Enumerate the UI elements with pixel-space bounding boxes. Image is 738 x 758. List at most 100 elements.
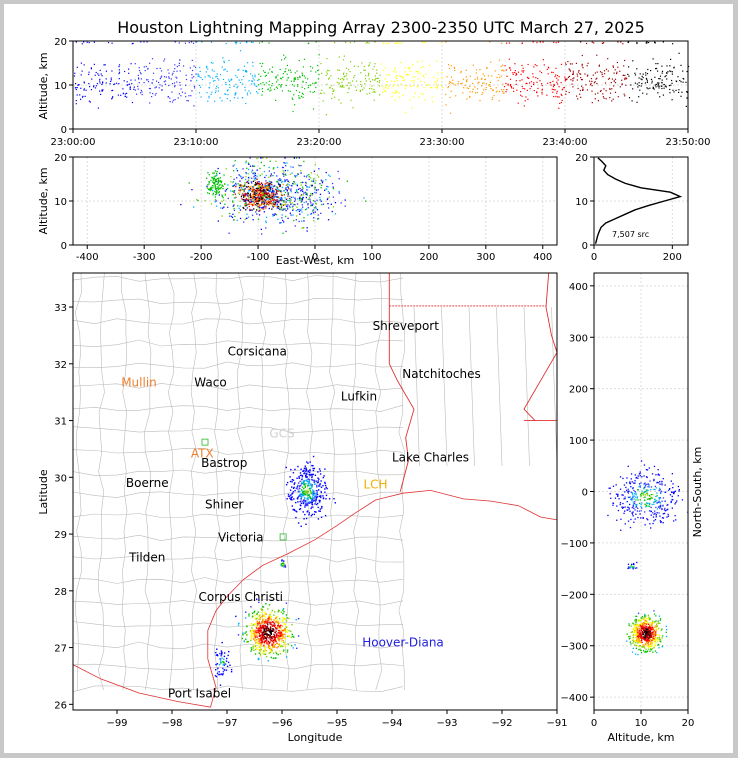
- time-height-source: [461, 82, 463, 84]
- plan-view-source: [282, 650, 285, 653]
- time-height-source: [561, 99, 563, 102]
- time-height-source: [88, 42, 90, 44]
- north-south-source: [639, 648, 641, 650]
- east-west-source: [309, 200, 311, 202]
- city-label: Victoria: [218, 530, 264, 544]
- north-south-source: [636, 636, 638, 638]
- east-west-source: [265, 193, 267, 195]
- time-height-source: [405, 111, 407, 113]
- time-height-source: [490, 88, 492, 90]
- time-height-source: [621, 79, 623, 81]
- north-south-source: [637, 499, 639, 501]
- north-south-source: [635, 626, 637, 628]
- plan-view-source: [250, 639, 252, 642]
- east-west-source: [304, 192, 306, 194]
- time-height-source: [183, 65, 185, 67]
- time-height-source: [536, 65, 538, 67]
- plan-view-source: [293, 509, 296, 512]
- east-west-source: [314, 200, 316, 202]
- plan-view-source: [264, 637, 266, 639]
- east-west-source: [253, 188, 255, 190]
- time-height-source: [594, 81, 596, 83]
- north-south-source: [643, 616, 645, 618]
- time-height-source: [571, 83, 573, 85]
- east-west-source: [252, 194, 254, 196]
- plan-view-source: [294, 482, 296, 484]
- east-west-source: [287, 208, 289, 210]
- plan-view-source: [254, 640, 256, 642]
- time-height-source: [275, 99, 277, 101]
- plan-view-source: [262, 626, 264, 628]
- north-south-source: [643, 494, 645, 496]
- plan-view-xtick-label: −96: [271, 718, 292, 729]
- time-height-source: [441, 42, 443, 44]
- east-west-source: [243, 221, 245, 223]
- north-south-source: [656, 495, 658, 497]
- east-west-source: [269, 187, 271, 189]
- time-height-source: [423, 76, 425, 78]
- time-height-source: [549, 81, 551, 84]
- time-height-source: [622, 74, 625, 76]
- time-height-source: [319, 92, 322, 94]
- time-height-source: [342, 79, 345, 81]
- time-height-source: [376, 77, 378, 79]
- time-height-source: [229, 100, 231, 102]
- time-height-source: [302, 81, 304, 83]
- east-west-source: [286, 179, 288, 181]
- county-line: [190, 272, 198, 691]
- east-west-xtick-label: 400: [533, 252, 552, 263]
- time-height-source: [252, 41, 254, 44]
- time-height-source: [101, 83, 103, 85]
- east-west-xtick-label: -200: [190, 252, 213, 263]
- plan-view-source: [260, 644, 263, 646]
- time-height-source: [364, 78, 366, 80]
- plan-view-source: [310, 490, 312, 493]
- time-height-source: [669, 88, 671, 91]
- east-west-source: [211, 177, 213, 179]
- time-height-source: [435, 87, 437, 89]
- time-height-source: [246, 92, 248, 94]
- north-south-source: [636, 497, 638, 499]
- north-south-source: [663, 512, 666, 515]
- plan-view-source: [313, 500, 315, 502]
- time-height-source: [74, 87, 76, 89]
- east-west-source: [256, 213, 258, 215]
- county-line: [398, 272, 405, 691]
- north-south-source: [650, 639, 652, 641]
- east-west-source: [271, 192, 274, 194]
- time-height-source: [352, 80, 354, 82]
- time-height-source: [253, 79, 255, 81]
- time-height-source: [244, 86, 246, 88]
- plan-view-source: [221, 657, 223, 659]
- north-south-source: [635, 503, 637, 506]
- time-height-source: [682, 81, 684, 83]
- east-west-source: [308, 174, 310, 176]
- plan-view-source: [288, 495, 291, 497]
- time-height-source: [296, 70, 298, 72]
- plan-view-source: [292, 647, 294, 649]
- north-south-source: [658, 647, 660, 649]
- plan-view-source: [273, 637, 275, 639]
- plan-view-source: [291, 496, 293, 498]
- time-height-source: [345, 75, 347, 77]
- north-south-source: [659, 515, 661, 517]
- time-height-source: [477, 78, 479, 80]
- plan-view-source: [322, 495, 324, 497]
- north-south-source: [650, 649, 652, 651]
- north-south-source: [652, 638, 654, 641]
- time-height-source: [131, 43, 133, 45]
- plan-view-source: [293, 483, 295, 485]
- time-height-source: [178, 64, 180, 67]
- north-south-source: [652, 622, 654, 624]
- plan-view-ytick-label: 29: [54, 530, 67, 541]
- time-height-source: [151, 96, 153, 98]
- plan-view-source: [283, 566, 285, 568]
- north-south-source: [640, 493, 642, 496]
- time-height-source: [465, 69, 467, 71]
- north-south-source: [664, 484, 666, 486]
- county-line: [413, 307, 420, 466]
- east-west-source: [285, 165, 287, 167]
- east-west-source: [255, 187, 257, 190]
- east-west-source: [265, 174, 267, 177]
- plan-view-source: [297, 635, 300, 637]
